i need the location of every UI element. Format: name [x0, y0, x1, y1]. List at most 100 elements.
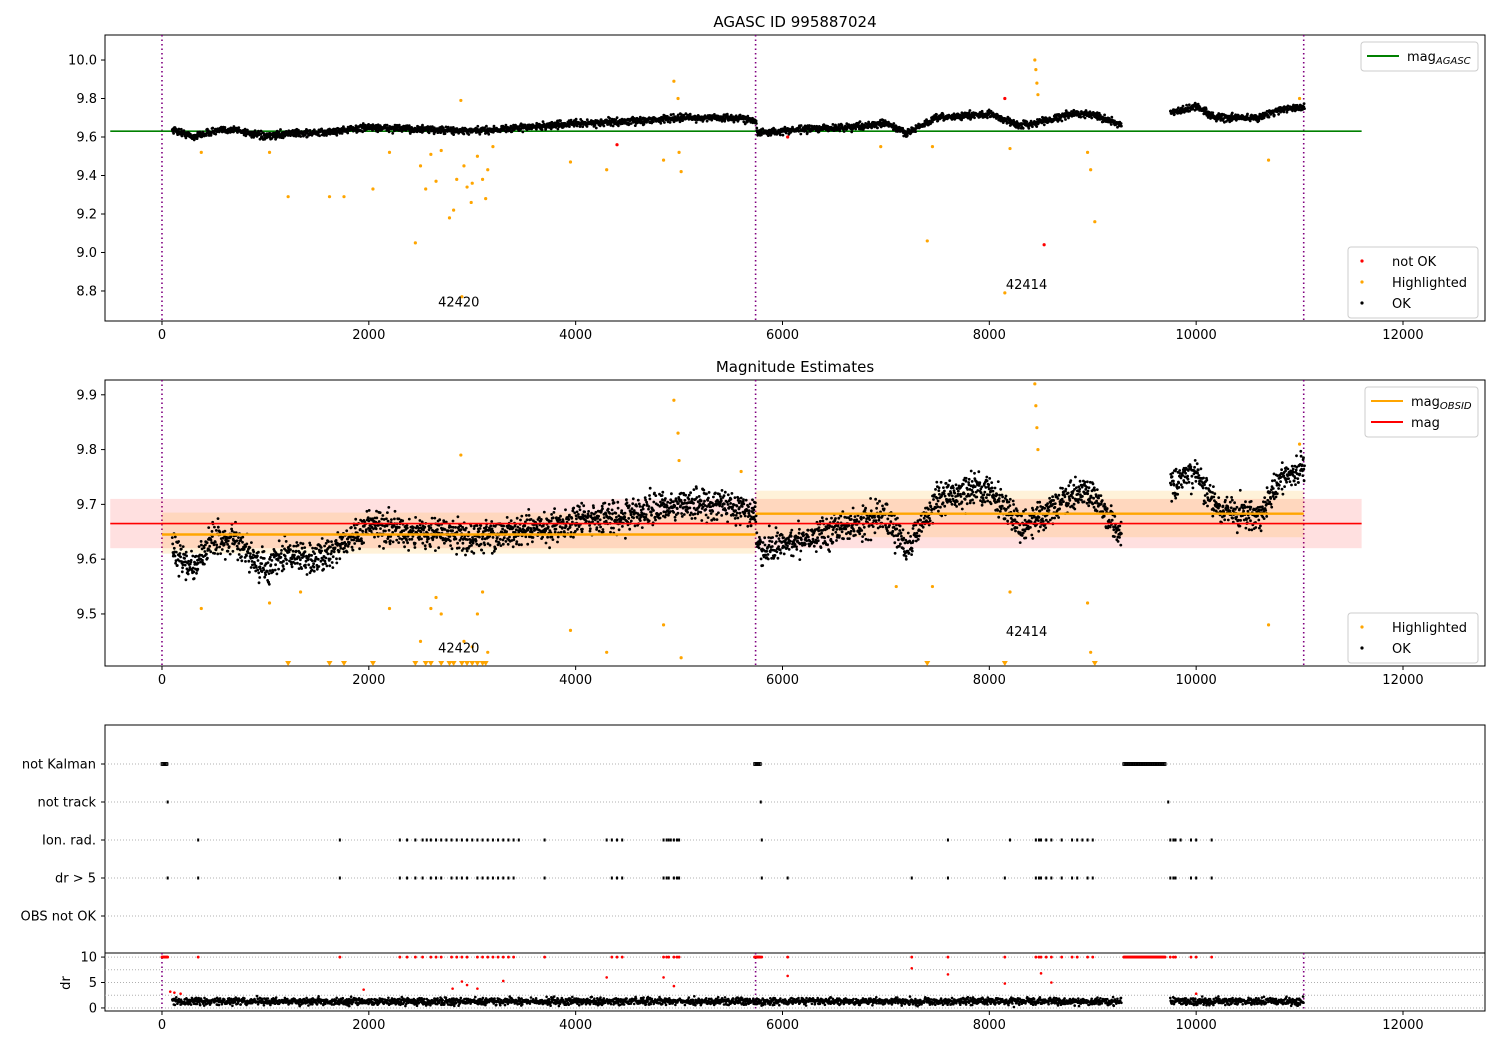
- ok-point: [312, 565, 316, 569]
- ok-point: [491, 529, 495, 533]
- ok-point: [377, 520, 381, 523]
- ok-point: [581, 527, 584, 531]
- ok-point: [664, 497, 667, 500]
- ok-point: [178, 544, 182, 547]
- ok-point: [778, 133, 782, 137]
- ok-point: [434, 549, 437, 552]
- ok-point: [267, 582, 271, 586]
- ok-point: [931, 120, 934, 124]
- ok-point: [350, 545, 354, 549]
- ok-point: [485, 124, 488, 128]
- ok-point: [288, 544, 292, 547]
- ok-point: [1083, 116, 1087, 120]
- ok-point: [512, 123, 515, 127]
- ok-point: [673, 504, 677, 508]
- ok-point: [478, 527, 482, 530]
- ok-point: [175, 564, 179, 567]
- ok-point: [632, 516, 635, 520]
- ok-point: [170, 536, 174, 539]
- ok-point: [350, 526, 353, 529]
- ok-point: [478, 535, 481, 539]
- ok-point: [648, 486, 652, 490]
- highlighted-point: [605, 168, 609, 172]
- ok-point: [980, 109, 984, 113]
- ok-point: [226, 539, 230, 543]
- ok-point: [257, 550, 260, 554]
- ok-point: [539, 518, 543, 521]
- ok-point: [421, 123, 424, 127]
- ok-point: [318, 134, 321, 138]
- ok-point: [531, 536, 535, 539]
- ok-point: [393, 509, 397, 513]
- ok-point: [388, 542, 392, 546]
- ok-point: [283, 554, 287, 558]
- ok-point: [568, 125, 571, 128]
- ok-point: [559, 530, 563, 534]
- ok-point: [669, 113, 673, 117]
- ok-point: [630, 507, 634, 511]
- ok-point: [259, 132, 263, 136]
- ok-point: [280, 549, 283, 552]
- ok-point: [205, 134, 208, 137]
- ok-point: [183, 557, 187, 560]
- ok-point: [577, 513, 580, 516]
- ok-point: [262, 568, 266, 572]
- ok-point: [345, 529, 349, 533]
- ok-point: [817, 130, 821, 134]
- highlighted-point: [413, 241, 417, 245]
- ok-point: [264, 573, 267, 577]
- ok-point: [385, 524, 389, 528]
- x-tick-label: 10000: [1175, 328, 1216, 343]
- ok-point: [892, 122, 896, 125]
- ok-point: [467, 133, 471, 136]
- ok-point: [644, 513, 648, 516]
- highlighted-point: [470, 181, 474, 185]
- ok-point: [237, 553, 241, 556]
- ok-point: [548, 546, 551, 550]
- ok-point: [498, 537, 502, 541]
- highlighted-point: [462, 164, 466, 168]
- not-ok-point: [1003, 96, 1007, 101]
- ok-point: [235, 544, 239, 548]
- ok-point: [570, 516, 574, 520]
- legend-label: Highlighted: [1392, 276, 1467, 291]
- ok-point: [501, 542, 505, 546]
- ok-point: [530, 530, 534, 534]
- ok-point: [705, 119, 709, 123]
- ok-point: [663, 515, 667, 519]
- ok-point: [421, 541, 425, 545]
- ok-point: [601, 507, 604, 511]
- ok-point: [330, 561, 334, 564]
- ok-point: [1021, 126, 1025, 130]
- ok-point: [687, 497, 691, 501]
- ok-point: [647, 519, 651, 523]
- ok-point: [181, 545, 185, 548]
- ok-point: [209, 538, 213, 542]
- ok-point: [986, 116, 989, 120]
- ok-point: [492, 549, 496, 553]
- ok-point: [223, 558, 227, 561]
- ok-point: [385, 123, 389, 127]
- ok-point: [541, 120, 545, 123]
- ok-point: [241, 535, 245, 539]
- ok-point: [968, 109, 972, 112]
- y-tick-label: 8.8: [76, 284, 97, 299]
- ok-point: [338, 557, 342, 561]
- ok-point: [1064, 118, 1067, 121]
- ok-point: [479, 542, 483, 546]
- ok-point: [427, 131, 431, 135]
- ok-point: [240, 559, 244, 563]
- ok-point: [367, 509, 371, 512]
- ok-point: [174, 550, 178, 554]
- ok-point: [397, 123, 401, 127]
- ok-point: [345, 550, 349, 554]
- ok-point: [385, 517, 388, 521]
- ok-point: [227, 545, 231, 548]
- ok-point: [200, 543, 203, 547]
- x-tick-label: 12000: [1382, 328, 1423, 343]
- x-tick-label: 2000: [352, 328, 385, 343]
- ok-point: [599, 525, 602, 529]
- ok-point: [384, 540, 388, 544]
- ok-point: [858, 120, 862, 123]
- ok-point: [673, 515, 677, 519]
